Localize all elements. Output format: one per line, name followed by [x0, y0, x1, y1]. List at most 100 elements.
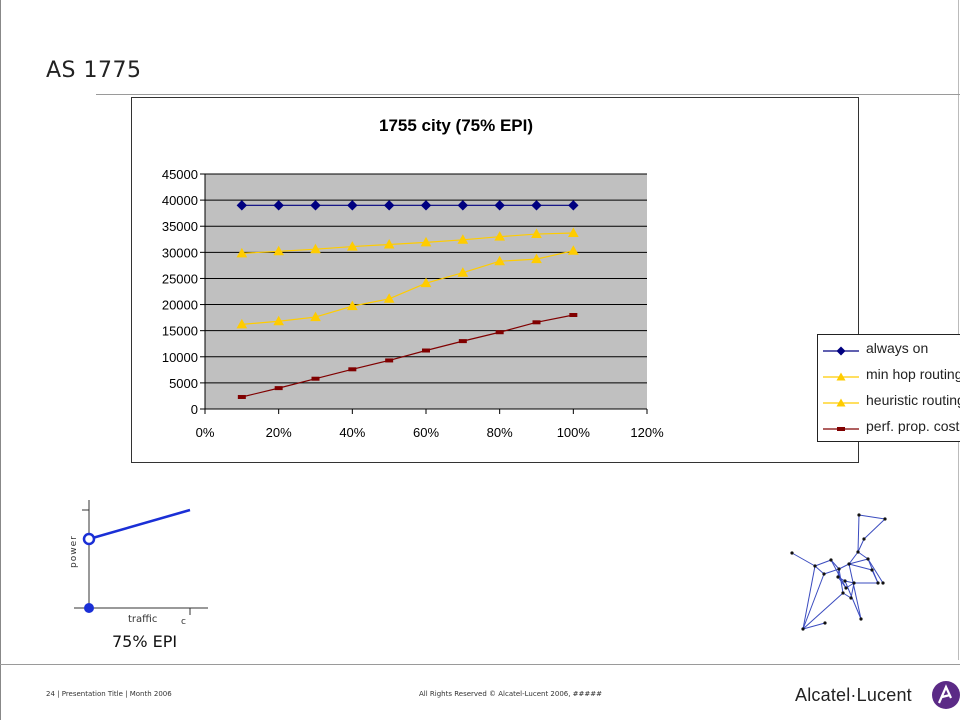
y-tick-label: 20000 [162, 298, 198, 313]
network-edge [838, 563, 850, 570]
network-edge [814, 565, 825, 575]
network-node [857, 513, 861, 517]
data-point-2 [346, 300, 358, 311]
network-node [883, 517, 887, 521]
title-divider [96, 94, 960, 95]
data-point-1 [531, 228, 542, 239]
slide-title: AS 1775 [46, 58, 142, 83]
network-node [829, 558, 833, 562]
x-tick-label: 0% [196, 425, 215, 440]
data-point-1 [383, 238, 395, 249]
mini-chart-caption: 75% EPI [112, 632, 178, 651]
network-node [859, 617, 863, 621]
power-traffic-diagram: power traffic c [69, 500, 208, 627]
data-point-1 [310, 243, 321, 254]
network-edge [802, 565, 816, 630]
chart-area: 1755 city (75% EPI) 0 5000 10000 15000 20000 2… [131, 97, 960, 463]
network-node [822, 572, 826, 576]
data-point-0 [273, 200, 284, 211]
data-point-2 [531, 253, 542, 264]
network-node [862, 537, 866, 541]
network-edge [814, 559, 832, 567]
data-point-1 [346, 241, 358, 251]
data-point-2 [567, 245, 579, 255]
network-edge [848, 563, 873, 571]
network-edge [837, 576, 847, 589]
network-edge [857, 538, 865, 553]
legend-swatch [823, 427, 859, 431]
data-point-2 [310, 311, 321, 322]
network-edge [802, 622, 826, 630]
network-edge [802, 573, 825, 630]
network-edge [857, 514, 860, 553]
alcatel-lucent-logo-icon [932, 681, 960, 709]
network-edge [857, 551, 869, 560]
data-point-0 [420, 200, 432, 211]
data-point-2 [236, 318, 248, 329]
network-edge [848, 551, 859, 565]
data-point-0 [568, 200, 579, 211]
chart-title: 1755 city (75% EPI) [379, 116, 533, 135]
y-tick-label: 40000 [162, 193, 198, 208]
network-node [870, 568, 874, 572]
data-point-3 [348, 367, 357, 372]
series-line-1 [241, 232, 574, 254]
network-node [813, 564, 817, 568]
data-point-3 [385, 358, 394, 363]
data-point-3 [311, 376, 320, 381]
legend-label: always on [866, 340, 929, 356]
series-line-2 [241, 250, 574, 325]
network-edge [823, 568, 840, 575]
legend-item: heuristic routing [818, 388, 960, 414]
y-tick-label: 30000 [162, 245, 198, 260]
data-point-0 [310, 200, 321, 211]
network-edge [848, 558, 869, 565]
network-edge [791, 552, 816, 567]
legend-swatch [823, 372, 859, 381]
mini-zero-point [84, 603, 94, 613]
network-edge [863, 518, 886, 540]
data-point-0 [531, 200, 542, 211]
data-point-2 [273, 315, 285, 326]
data-point-1 [567, 227, 579, 238]
network-node [847, 562, 851, 566]
data-point-0 [347, 200, 358, 211]
mini-power-line [88, 508, 191, 541]
legend-item: perf. prop. cost [818, 414, 960, 440]
data-point-3 [458, 339, 467, 344]
network-node [844, 586, 848, 590]
plot-area [205, 174, 647, 409]
data-point-1 [494, 231, 506, 241]
slide-right-border [958, 0, 959, 660]
network-edge [830, 559, 847, 589]
network-node [856, 550, 860, 554]
x-tick-label: 80% [487, 425, 513, 440]
data-point-0 [494, 200, 505, 211]
network-node [837, 567, 841, 571]
chart-legend: always on min hop routing heuristic routin… [817, 334, 960, 442]
x-tick-label: 60% [413, 425, 439, 440]
legend-item: min hop routing [818, 362, 960, 388]
series-line-3 [241, 314, 574, 398]
data-point-2 [420, 277, 432, 288]
data-point-0 [457, 200, 469, 211]
data-point-1 [236, 247, 248, 258]
data-point-3 [274, 386, 283, 391]
mini-x-tick-label: c [181, 617, 186, 627]
network-node [843, 579, 847, 583]
slide-left-border [0, 0, 1, 720]
data-point-3 [495, 330, 504, 335]
legend-label: min hop routing [866, 366, 960, 382]
footer-divider [0, 664, 960, 665]
legend-item: always on [818, 336, 960, 362]
network-edge [858, 514, 886, 520]
footer-copyright: All Rights Reserved © Alcatel-Lucent 200… [419, 690, 602, 698]
data-point-0 [383, 200, 395, 211]
network-node [841, 591, 845, 595]
data-point-3 [569, 313, 578, 317]
network-node [866, 557, 870, 561]
network-topology-graph [790, 513, 887, 631]
network-node [790, 551, 794, 555]
legend-label: perf. prop. cost [866, 418, 960, 434]
data-point-2 [383, 293, 395, 303]
